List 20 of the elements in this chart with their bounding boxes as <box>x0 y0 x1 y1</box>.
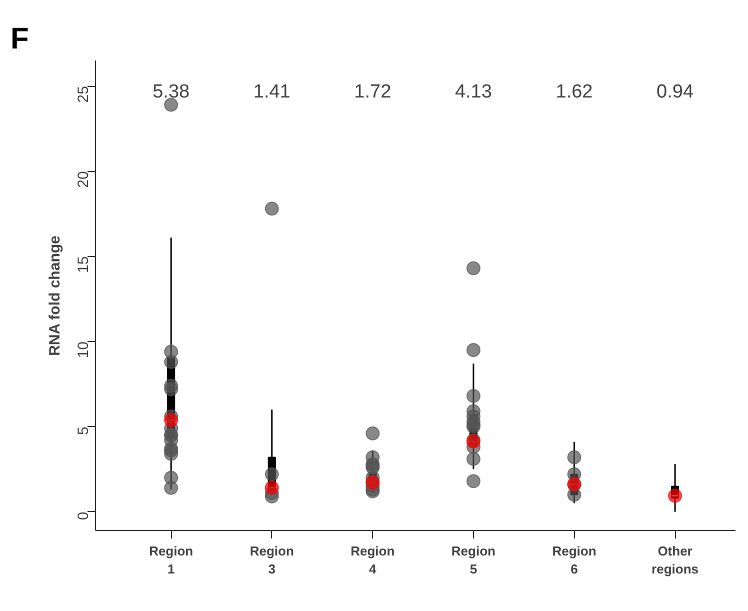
y-tick-label: 20 <box>75 171 92 188</box>
annotation: 1.41 <box>253 82 290 102</box>
x-tick-label: Region 4 <box>350 544 395 576</box>
x-tick-label: Region 3 <box>250 544 294 576</box>
y-tick-label: 15 <box>75 256 92 274</box>
annotation: 0.94 <box>656 82 694 102</box>
annotation: 5.38 <box>152 82 190 102</box>
x-tick-label: Other regions <box>652 544 699 576</box>
x-tick-label: Region 5 <box>451 544 496 576</box>
y-tick-label: 25 <box>75 86 92 103</box>
y-axis-title: RNA fold change <box>46 236 64 356</box>
x-tick-label: Region 6 <box>552 544 596 576</box>
x-tick-label: Region 1 <box>149 544 194 576</box>
y-tick-label: 10 <box>75 341 92 358</box>
annotation: 1.72 <box>354 82 392 102</box>
y-tick-label: 0 <box>75 512 92 520</box>
annotation: 4.13 <box>454 82 492 102</box>
y-tick-label: 5 <box>75 426 92 435</box>
chart-title: F <box>10 22 29 56</box>
annotation: 1.62 <box>556 82 593 102</box>
